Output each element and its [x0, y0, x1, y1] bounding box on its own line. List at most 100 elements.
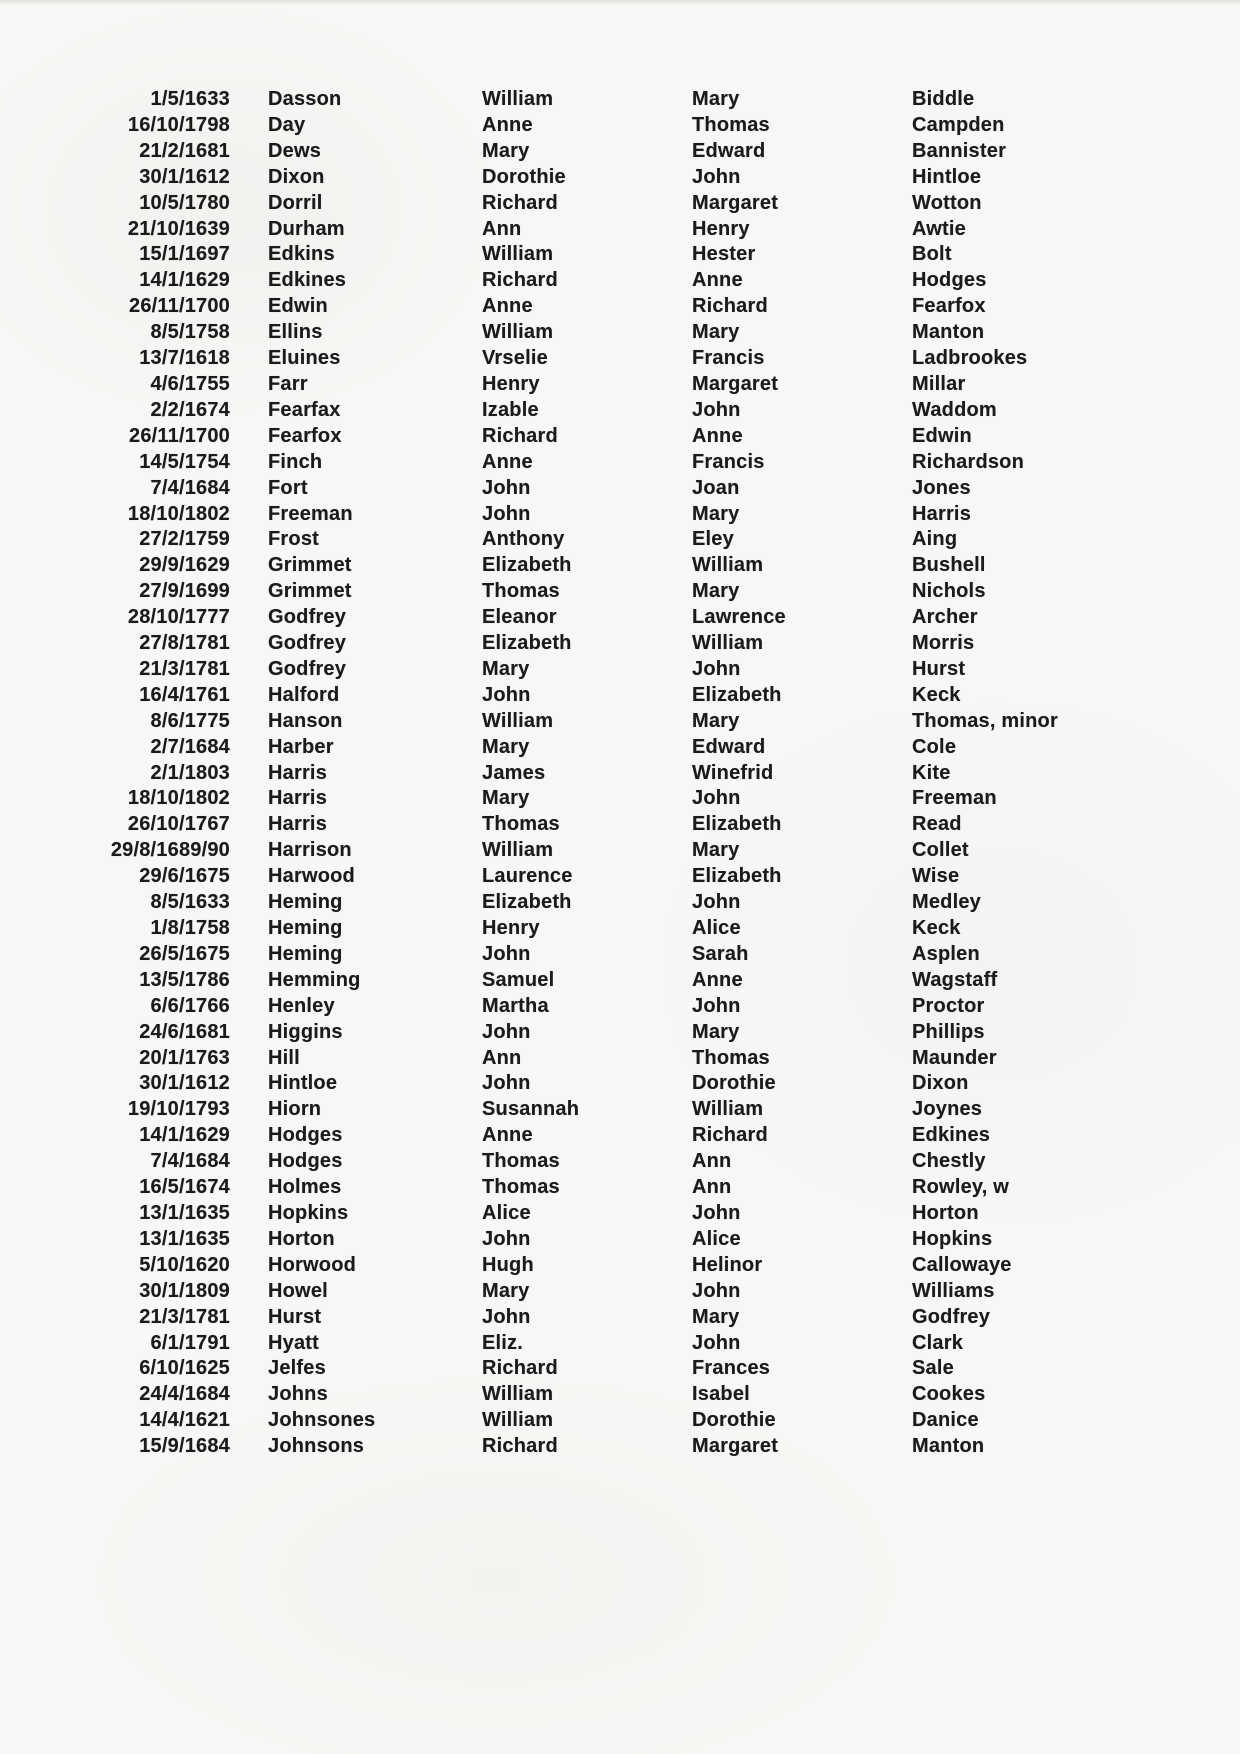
- record-date: 28/10/1777: [127, 606, 230, 629]
- table-row: 4/6/1755 Farr Henry Margaret Millar: [0, 372, 1240, 398]
- record-date: 24/4/1684: [139, 1383, 230, 1406]
- record-date: 8/5/1758: [150, 321, 230, 344]
- record-first-name: William: [482, 709, 554, 732]
- record-date: 7/4/1684: [150, 476, 230, 499]
- record-date: 6/10/1625: [139, 1357, 230, 1380]
- record-spouse-surname: Bushell: [912, 554, 986, 577]
- table-row: 6/10/1625 Jelfes Richard Frances Sale: [0, 1356, 1240, 1382]
- table-row: 1/8/1758 Heming Henry Alice Keck: [0, 916, 1240, 942]
- record-spouse-surname: Read: [912, 813, 962, 836]
- record-spouse-first-name: Richard: [692, 1124, 768, 1147]
- table-row: 29/8/1689/90 Harrison William Mary Collet: [0, 838, 1240, 864]
- record-date: 30/1/1809: [139, 1279, 230, 1302]
- record-spouse-first-name: Alice: [692, 1227, 741, 1250]
- table-row: 26/5/1675 Heming John Sarah Asplen: [0, 942, 1240, 968]
- record-date: 27/2/1759: [139, 528, 230, 551]
- record-spouse-first-name: John: [692, 994, 741, 1017]
- record-date: 18/10/1802: [127, 502, 230, 525]
- record-spouse-first-name: Margaret: [692, 191, 779, 214]
- table-row: 30/1/1612 Hintloe John Dorothie Dixon: [0, 1071, 1240, 1097]
- record-spouse-first-name: Elizabeth: [692, 683, 782, 706]
- record-date: 8/6/1775: [150, 709, 230, 732]
- record-first-name: John: [482, 942, 531, 965]
- record-surname: Frost: [268, 528, 319, 551]
- record-spouse-surname: Richardson: [912, 450, 1025, 473]
- record-surname: Heming: [268, 917, 343, 939]
- record-spouse-surname: Joynes: [912, 1098, 983, 1121]
- record-spouse-surname: Awtie: [912, 217, 966, 240]
- table-row: 1/5/1633 Dasson William Mary Biddle: [0, 87, 1240, 113]
- record-surname: Godfrey: [268, 657, 347, 680]
- record-surname: Hopkins: [268, 1201, 349, 1224]
- record-surname: Higgins: [268, 1020, 343, 1043]
- record-date: 2/2/1674: [150, 398, 230, 421]
- record-spouse-surname: Biddle: [912, 88, 975, 110]
- record-spouse-first-name: Anne: [692, 424, 743, 447]
- record-first-name: Samuel: [482, 968, 555, 991]
- record-surname: Hanson: [268, 709, 343, 732]
- record-surname: Heming: [268, 891, 343, 914]
- table-row: 26/10/1767 Harris Thomas Elizabeth Read: [0, 812, 1240, 838]
- record-first-name: John: [482, 1227, 531, 1250]
- table-row: 14/1/1629 Hodges Anne Richard Edkines: [0, 1123, 1240, 1149]
- table-row: 14/4/1621 Johnsones William Dorothie Danice: [0, 1408, 1240, 1434]
- record-date: 1/5/1633: [150, 88, 230, 110]
- record-surname: Dorril: [268, 191, 323, 214]
- record-surname: Edkines: [268, 269, 347, 292]
- record-date: 20/1/1763: [139, 1046, 230, 1069]
- record-spouse-surname: Hodges: [912, 269, 987, 292]
- record-spouse-first-name: Lawrence: [692, 606, 786, 629]
- record-spouse-first-name: Ann: [692, 1150, 732, 1173]
- record-date: 27/8/1781: [139, 632, 230, 655]
- record-spouse-first-name: Anne: [692, 968, 743, 991]
- record-spouse-surname: Horton: [912, 1201, 979, 1224]
- record-surname: Harris: [268, 761, 328, 784]
- record-surname: Edkins: [268, 243, 335, 266]
- record-surname: Johnsones: [268, 1409, 376, 1432]
- table-row: 13/1/1635 Horton John Alice Hopkins: [0, 1227, 1240, 1253]
- table-row: 20/1/1763 Hill Ann Thomas Maunder: [0, 1046, 1240, 1072]
- record-date: 5/10/1620: [139, 1253, 230, 1276]
- record-first-name: John: [482, 476, 531, 499]
- record-spouse-surname: Rowley, w: [912, 1176, 1010, 1199]
- record-date: 14/1/1629: [139, 269, 230, 292]
- record-spouse-surname: Sale: [912, 1357, 954, 1380]
- record-date: 14/4/1621: [139, 1409, 230, 1432]
- record-first-name: Mary: [482, 735, 530, 758]
- record-surname: Harwood: [268, 865, 355, 888]
- record-spouse-first-name: Anne: [692, 269, 743, 292]
- record-surname: Henley: [268, 994, 335, 1017]
- record-surname: Dasson: [268, 88, 342, 110]
- table-row: 30/1/1809 Howel Mary John Williams: [0, 1279, 1240, 1305]
- record-spouse-surname: Phillips: [912, 1020, 985, 1043]
- record-surname: Johns: [268, 1383, 328, 1406]
- record-first-name: Henry: [482, 917, 540, 939]
- record-date: 27/9/1699: [139, 580, 230, 603]
- record-date: 29/6/1675: [139, 865, 230, 888]
- table-row: 16/5/1674 Holmes Thomas Ann Rowley, w: [0, 1175, 1240, 1201]
- record-spouse-surname: Dixon: [912, 1072, 969, 1095]
- record-date: 13/7/1618: [139, 347, 230, 370]
- record-spouse-surname: Campden: [912, 113, 1005, 136]
- record-spouse-surname: Hurst: [912, 657, 966, 680]
- record-spouse-surname: Hintloe: [912, 165, 982, 188]
- table-row: 7/4/1684 Hodges Thomas Ann Chestly: [0, 1149, 1240, 1175]
- record-spouse-first-name: Margaret: [692, 1435, 779, 1458]
- table-row: 26/11/1700 Edwin Anne Richard Fearfox: [0, 294, 1240, 320]
- record-spouse-surname: Millar: [912, 372, 966, 395]
- record-spouse-first-name: Richard: [692, 295, 768, 318]
- record-surname: Horton: [268, 1227, 335, 1250]
- record-date: 4/6/1755: [150, 372, 230, 395]
- record-spouse-surname: Williams: [912, 1279, 995, 1302]
- table-row: 5/10/1620 Horwood Hugh Helinor Callowaye: [0, 1253, 1240, 1279]
- record-spouse-surname: Bolt: [912, 243, 952, 266]
- table-row: 28/10/1777 Godfrey Eleanor Lawrence Archer: [0, 605, 1240, 631]
- record-spouse-first-name: Helinor: [692, 1253, 763, 1276]
- record-first-name: Thomas: [482, 580, 560, 603]
- record-surname: Horwood: [268, 1253, 357, 1276]
- table-row: 13/5/1786 Hemming Samuel Anne Wagstaff: [0, 968, 1240, 994]
- record-date: 15/9/1684: [139, 1435, 230, 1458]
- record-date: 16/5/1674: [139, 1176, 230, 1199]
- records-body: 1/5/1633 Dasson William Mary Biddle 16/10/179…: [0, 87, 1240, 1460]
- record-first-name: Richard: [482, 269, 558, 292]
